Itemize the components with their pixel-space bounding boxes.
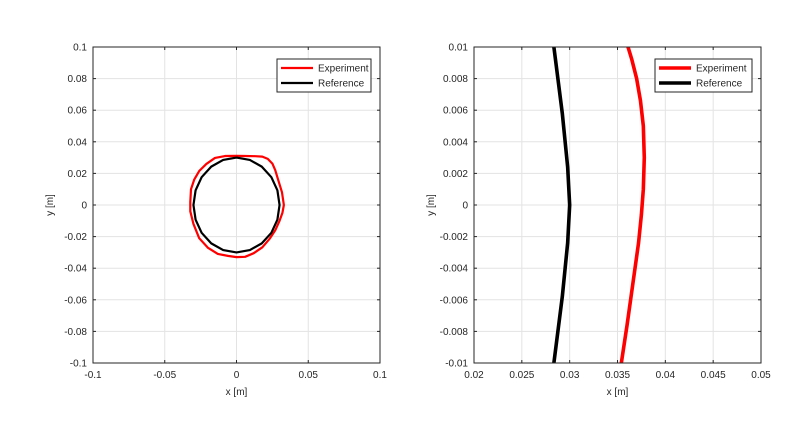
y-tick-label: -0.06	[64, 295, 87, 306]
y-tick-label: -0.04	[64, 264, 87, 275]
y-tick-label: -0.02	[64, 232, 87, 243]
x-axis-label: x [m]	[607, 387, 629, 398]
y-tick-label: 0.04	[68, 137, 88, 148]
y-tick-label: 0.008	[443, 74, 468, 85]
y-tick-label: 0.006	[443, 106, 468, 117]
legend: Experiment Reference	[654, 58, 753, 93]
series-line-reference	[552, 47, 572, 363]
y-tick-label: 0.06	[68, 106, 88, 117]
y-tick-label: 0.08	[68, 74, 88, 85]
y-tick-label: 0.1	[73, 43, 87, 54]
y-tick-label: -0.008	[440, 327, 469, 338]
y-tick-label: 0.02	[68, 169, 88, 180]
y-tick-label: -0.01	[445, 359, 468, 370]
y-tick-label: 0	[462, 201, 468, 212]
x-axis-label: x [m]	[226, 387, 248, 398]
series-line-experiment	[619, 47, 647, 363]
legend-label-experiment: Experiment	[696, 64, 747, 75]
x-tick-label: 0.045	[701, 370, 726, 381]
x-tick-label: 0.04	[656, 370, 676, 381]
x-tick-label: -0.1	[84, 370, 102, 381]
y-tick-label: -0.002	[440, 232, 469, 243]
y-tick-label: -0.1	[70, 359, 88, 370]
y-tick-label: 0.002	[443, 169, 468, 180]
series-line-experiment	[189, 154, 285, 259]
legend-box	[654, 58, 753, 93]
y-tick-label: 0.004	[443, 137, 468, 148]
y-tick-label: 0	[81, 201, 87, 212]
x-tick-label: 0.1	[373, 370, 387, 381]
y-axis-label: y [m]	[45, 194, 56, 216]
y-tick-label: -0.004	[440, 264, 469, 275]
y-axis-label: y [m]	[426, 194, 437, 216]
y-tick-label: -0.006	[440, 295, 469, 306]
legend-label-reference: Reference	[696, 79, 743, 90]
x-tick-label: 0.05	[299, 370, 319, 381]
x-tick-label: 0.025	[509, 370, 534, 381]
series-line-reference	[192, 156, 281, 254]
x-tick-label: 0	[234, 370, 240, 381]
y-tick-label: -0.08	[64, 327, 87, 338]
x-tick-label: 0.03	[560, 370, 580, 381]
y-tick-label: 0.01	[449, 43, 469, 54]
x-tick-label: 0.035	[605, 370, 630, 381]
legend-box	[276, 58, 372, 93]
legend-label-reference: Reference	[318, 79, 365, 90]
legend-label-experiment: Experiment	[318, 64, 369, 75]
left-axes: -0.1 -0.05 0 0.05 0.1 -0.1 -0.08 -0.06 -0.04 -0.0…	[45, 43, 387, 399]
x-tick-label: 0.05	[751, 370, 771, 381]
x-tick-label: -0.05	[153, 370, 176, 381]
legend: Experiment Reference	[276, 58, 372, 93]
right-axes: 0.02 0.025 0.03 0.035 0.04 0.045 0.05 -0.01 -0.0…	[426, 43, 771, 399]
x-tick-label: 0.02	[464, 370, 484, 381]
